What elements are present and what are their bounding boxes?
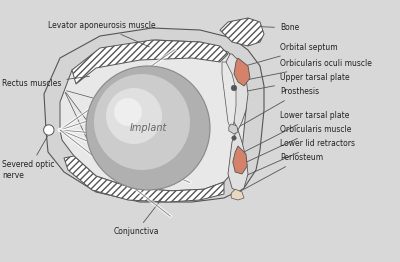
Polygon shape <box>229 124 238 134</box>
Polygon shape <box>60 40 246 191</box>
Polygon shape <box>44 28 264 202</box>
Text: Rectus muscles: Rectus muscles <box>2 76 89 89</box>
Polygon shape <box>222 62 236 130</box>
Polygon shape <box>220 18 264 46</box>
Text: Orbicularis muscle: Orbicularis muscle <box>240 125 351 165</box>
Polygon shape <box>226 54 248 130</box>
Circle shape <box>94 74 190 170</box>
Circle shape <box>44 125 54 135</box>
Polygon shape <box>64 156 224 202</box>
Circle shape <box>86 66 210 190</box>
Polygon shape <box>231 189 244 200</box>
Polygon shape <box>228 130 248 192</box>
Circle shape <box>106 88 162 144</box>
Text: Conjunctiva: Conjunctiva <box>113 193 166 237</box>
Circle shape <box>232 136 236 140</box>
Text: Lower tarsal plate: Lower tarsal plate <box>242 112 349 153</box>
Text: Implant: Implant <box>129 123 167 133</box>
Circle shape <box>114 98 142 126</box>
Text: Upper tarsal plate: Upper tarsal plate <box>245 74 350 91</box>
Text: Levator aponeurosis muscle: Levator aponeurosis muscle <box>48 21 156 47</box>
Text: Orbicularis oculi muscle: Orbicularis oculi muscle <box>249 59 372 79</box>
Polygon shape <box>234 58 250 86</box>
Text: Periosteum: Periosteum <box>238 154 323 193</box>
Circle shape <box>231 85 237 91</box>
Polygon shape <box>233 146 247 174</box>
Text: Severed optic
nerve: Severed optic nerve <box>2 137 54 180</box>
Text: Orbital septum: Orbital septum <box>248 43 338 65</box>
Text: Prosthesis: Prosthesis <box>239 88 319 127</box>
Text: Lower lid retractors: Lower lid retractors <box>238 139 355 179</box>
Polygon shape <box>72 40 228 84</box>
Text: Bone: Bone <box>249 24 299 32</box>
